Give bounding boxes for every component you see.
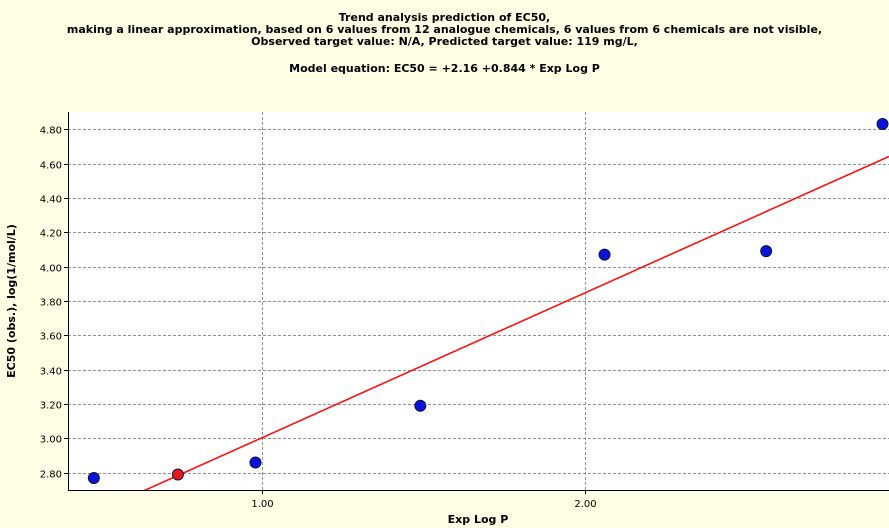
data-point	[171, 468, 184, 481]
y-tick-label: 3.00	[40, 435, 62, 446]
y-tick-label: 3.20	[40, 401, 62, 412]
x-axis-label: Exp Log P	[448, 513, 509, 526]
x-tick-label: 1.00	[251, 499, 273, 510]
data-point	[249, 456, 262, 469]
y-tick-label: 4.20	[40, 229, 62, 240]
points-layer	[87, 118, 889, 484]
data-point	[87, 471, 100, 484]
chart-title-line-3: Observed target value: N/A, Predicted ta…	[251, 35, 638, 48]
regression-layer	[143, 155, 889, 490]
y-tick-label: 3.80	[40, 298, 62, 309]
x-tick-label: 2.00	[574, 499, 596, 510]
y-tick-label: 2.80	[40, 470, 62, 481]
y-tick-label: 3.40	[40, 367, 62, 378]
y-axis-label: EC50 (obs.), log(1/mol/L)	[5, 224, 18, 378]
regression-line	[143, 155, 889, 490]
chart-title-line-1: Trend analysis prediction of EC50,	[338, 11, 551, 24]
y-tick-label: 4.80	[40, 126, 62, 137]
y-tick-label: 4.00	[40, 264, 62, 275]
data-point	[876, 118, 889, 131]
chart-title-line-2: making a linear approximation, based on …	[66, 23, 823, 36]
model-equation: Model equation: EC50 = +2.16 +0.844 * Ex…	[289, 62, 600, 75]
grid-lines	[68, 112, 889, 490]
tick-labels: 2.80 3.00 3.20 3.40 3.60 3.80 4.00 4.20 4.40 4.60…	[40, 126, 597, 511]
axes	[64, 112, 889, 494]
y-tick-label: 3.60	[40, 332, 62, 343]
y-tick-label: 4.60	[40, 161, 62, 172]
data-point	[414, 399, 427, 412]
data-point	[598, 248, 611, 261]
data-point	[760, 245, 773, 258]
y-tick-label: 4.40	[40, 195, 62, 206]
